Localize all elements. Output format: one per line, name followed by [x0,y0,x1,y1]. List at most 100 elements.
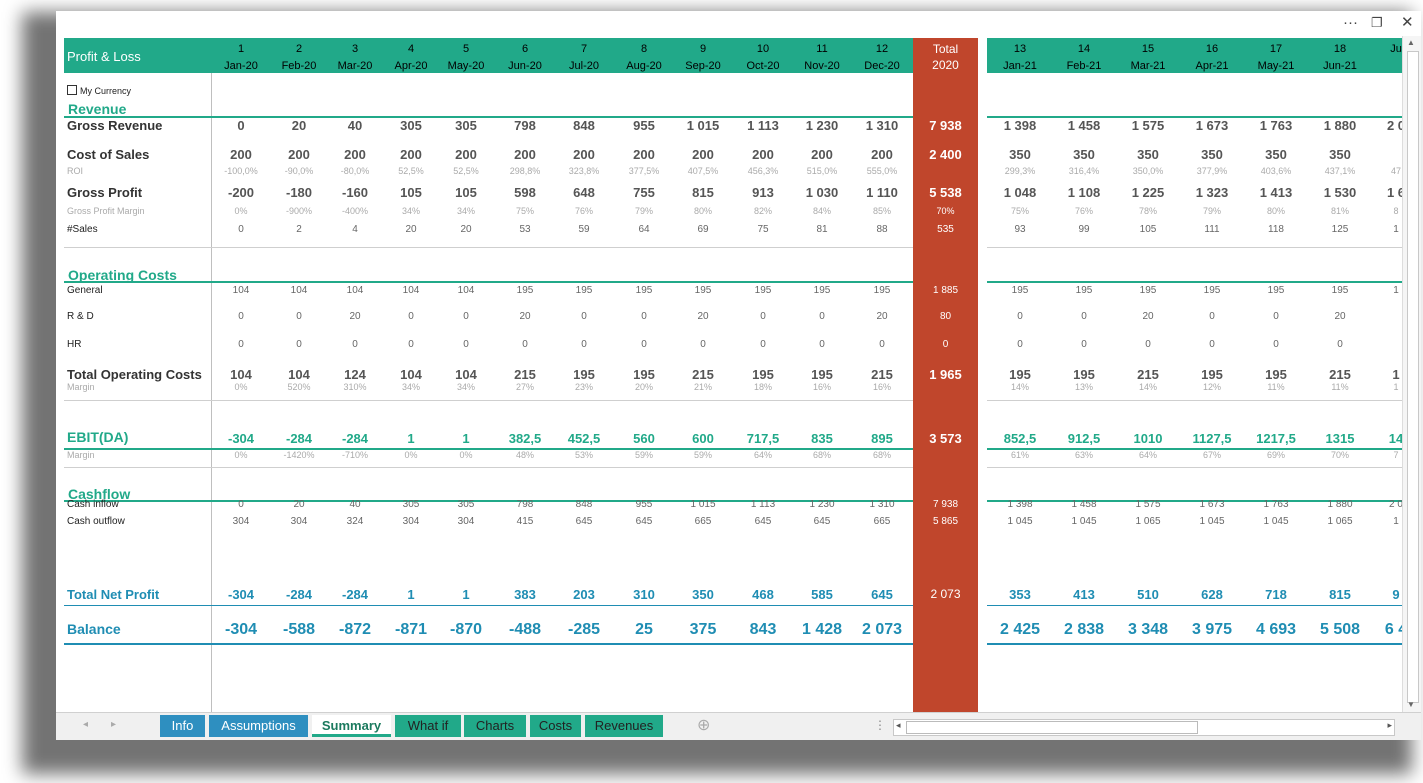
cell[interactable]: 195 [1075,285,1093,296]
cell[interactable]: 843 [749,621,777,638]
cell[interactable]: 8 [1393,206,1399,216]
horizontal-scroll-thumb[interactable] [906,721,1198,734]
cell[interactable]: 560 [633,431,655,446]
cell[interactable]: 63% [1074,450,1093,460]
cell[interactable]: 59% [693,450,712,460]
cell[interactable]: 200 [752,147,774,162]
cell[interactable]: 1 065 [1135,516,1161,527]
cell[interactable]: 407,5% [687,166,719,176]
cell[interactable]: 215 [1137,367,1159,382]
cell[interactable]: -90,0% [284,166,314,176]
cell[interactable]: 118 [1268,224,1284,235]
cell[interactable]: 1 428 [801,621,843,638]
cell[interactable]: 0 [700,339,706,350]
cell[interactable]: 413 [1073,587,1095,602]
cell[interactable]: 52,5% [453,166,479,176]
cell[interactable]: 59% [634,450,653,460]
cell[interactable]: 70% [1330,450,1349,460]
cell[interactable]: 195 [873,285,891,296]
total-cell[interactable]: 1 885 [932,285,959,296]
cell[interactable]: 1 763 [1263,499,1289,510]
cell[interactable]: 350,0% [1132,166,1164,176]
cell[interactable]: 1 880 [1323,118,1357,133]
tab-info[interactable]: Info [160,715,205,737]
cell[interactable]: 382,5 [508,431,542,446]
cell[interactable]: 82% [753,206,772,216]
cell[interactable]: 0 [1017,311,1023,322]
cell[interactable]: 324 [346,516,364,527]
cell[interactable]: 0 [581,339,587,350]
cell[interactable]: -180 [285,185,313,200]
total-cell[interactable]: 7 938 [932,499,959,510]
cell[interactable]: 195 [1201,367,1223,382]
cell[interactable]: -284 [285,431,313,446]
cell[interactable]: 40 [347,118,363,133]
cell[interactable]: 1 230 [805,118,839,133]
cell[interactable]: 0 [408,339,414,350]
cell[interactable]: 913 [752,185,774,200]
cell[interactable]: 200 [871,147,893,162]
cell[interactable]: 68% [812,450,831,460]
cell[interactable]: 1 575 [1135,499,1161,510]
cell[interactable]: 1 110 [866,185,898,200]
total-cell[interactable]: 5 865 [932,516,959,527]
cell[interactable]: 9 [1392,587,1400,602]
cell[interactable]: 104 [288,367,310,382]
total-cell[interactable]: 0 [942,339,949,350]
cell[interactable]: 452,5 [567,431,601,446]
tab-summary[interactable]: Summary [312,715,391,737]
cell[interactable]: 1 398 [1007,499,1033,510]
cell[interactable]: -304 [227,431,255,446]
cell[interactable]: 2 073 [861,621,903,638]
cell[interactable]: 718 [1265,587,1287,602]
cell[interactable]: 195 [1073,367,1095,382]
cell[interactable]: 79% [634,206,653,216]
cell[interactable]: 20 [1142,311,1154,322]
cell[interactable]: 104 [455,367,477,382]
total-cell[interactable]: 535 [937,224,954,235]
cell[interactable]: 195 [752,367,774,382]
cell[interactable]: 717,5 [746,431,780,446]
cell[interactable]: 912,5 [1067,431,1101,446]
cell[interactable]: 1 225 [1131,185,1165,200]
cell[interactable]: 0 [819,311,825,322]
cell[interactable]: 955 [633,118,655,133]
cell[interactable]: 1 113 [747,118,779,133]
cell[interactable]: 645 [813,516,831,527]
cell[interactable]: 1 113 [750,499,776,510]
cell[interactable]: 195 [694,285,712,296]
cell[interactable]: -400% [341,206,368,216]
cell[interactable]: 79% [1202,206,1221,216]
cell[interactable]: 20 [293,499,305,510]
cell[interactable]: 3 348 [1127,621,1169,638]
cell[interactable]: 200 [230,147,252,162]
cell[interactable]: 555,0% [866,166,898,176]
close-window-icon[interactable]: ✕ [1401,14,1414,31]
add-sheet-icon[interactable]: ⊕ [697,717,711,734]
cell[interactable]: 1 015 [690,499,716,510]
cell[interactable]: 52,5% [398,166,424,176]
cell[interactable]: 68% [872,450,891,460]
cell[interactable]: 848 [573,118,595,133]
cell[interactable]: 0 [238,224,244,235]
cell[interactable]: 305 [457,499,475,510]
cell[interactable]: 815 [692,185,714,200]
cell[interactable]: 323,8% [568,166,600,176]
cell[interactable]: 84% [812,206,831,216]
cell[interactable]: 3 975 [1191,621,1233,638]
cell[interactable]: 85% [872,206,891,216]
horizontal-scrollbar[interactable]: ◂ ▸ [893,719,1395,736]
cell[interactable]: 195 [813,285,831,296]
cell[interactable]: 200 [811,147,833,162]
cell[interactable]: 34% [456,382,475,392]
cell[interactable]: 350 [1329,147,1351,162]
cell[interactable]: 1 065 [1327,516,1353,527]
cell[interactable]: 200 [288,147,310,162]
cell[interactable]: 200 [400,147,422,162]
cell[interactable]: 0 [1337,339,1343,350]
cell[interactable]: 93 [1014,224,1026,235]
cell[interactable]: 75% [515,206,534,216]
cell[interactable]: 59 [578,224,590,235]
cell[interactable]: 11% [1267,382,1285,392]
cell[interactable]: 299,3% [1004,166,1036,176]
